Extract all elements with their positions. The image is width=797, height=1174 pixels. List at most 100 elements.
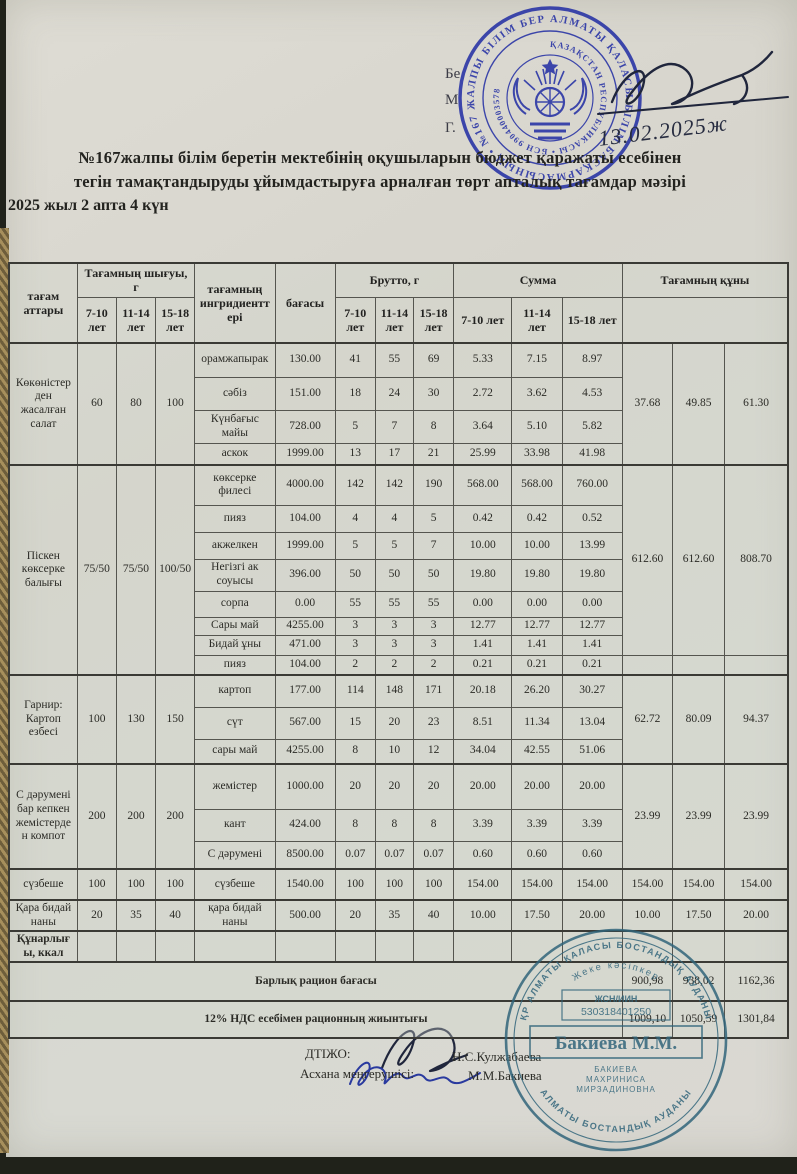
table-cell: 30: [412, 376, 455, 411]
table-cell: 61.30: [724, 342, 789, 466]
table-cell: 15: [334, 706, 376, 740]
table-cell: 3.39: [561, 808, 623, 842]
table-cell: 20: [374, 763, 415, 810]
table-cell: 17.50: [671, 898, 726, 932]
table-cell: 12.77: [453, 616, 513, 636]
table-cell: 396.00: [274, 558, 336, 592]
table-row: аскок 1999.00 13 17 21 25.99 33.98 41.98: [9, 442, 788, 466]
table-row: Көкөністерден жасалған салат 60 80 100 орамж…: [8, 342, 789, 466]
table-cell: Негізгі ак соуысы: [194, 558, 276, 592]
table-row: сәбіз 151.00 18 24 30 2.72 3.62 4.53: [9, 376, 788, 411]
table-cell: 900,98: [621, 961, 673, 1002]
table-cell: 40: [412, 898, 455, 932]
table-cell: 41.98: [561, 442, 623, 466]
table-cell: 100: [155, 868, 196, 901]
table-cell: сүзбеше: [8, 868, 78, 901]
table-cell: 50: [334, 558, 376, 592]
table-cell: 42.55: [511, 738, 563, 765]
table-row: сүт 567.00 15 20 23 8.51 11.34 13.04: [9, 706, 788, 740]
approval-text-fragment: Бе: [445, 66, 461, 82]
header-cell: 15-18 лет: [561, 296, 623, 344]
table-cell: 5: [334, 531, 376, 560]
canteen-manager-name: М.М.Бакиева: [468, 1068, 542, 1083]
table-cell: 19.80: [453, 558, 513, 592]
table-cell: 0.60: [561, 840, 623, 870]
table-cell: пияз: [194, 504, 276, 533]
table-cell: 2.72: [453, 376, 513, 411]
table-cell: 4255.00: [274, 616, 336, 636]
table-cell: 3.64: [453, 409, 513, 444]
table-cell: 471.00: [274, 634, 336, 656]
table-cell: 20.18: [453, 674, 513, 708]
table-cell: 3: [334, 616, 376, 636]
table-cell: [453, 930, 513, 963]
table-cell: 1050,59: [671, 1000, 726, 1039]
menu-table: тағам аттары Тағамның шығуы, г тағамның ин…: [8, 262, 789, 1040]
table-cell: 4255.00: [274, 738, 336, 765]
table-cell: 0.00: [453, 590, 513, 618]
table-cell: 20: [76, 898, 117, 932]
table-cell: 8.97: [561, 342, 623, 378]
table-row: Қара бидай наны 20 35 40 қара бидай наны 500.…: [8, 898, 789, 932]
table-cell: 10: [374, 738, 415, 765]
table-cell: 23.99: [621, 763, 673, 870]
table-cell: [621, 930, 673, 963]
table-cell: 1.41: [561, 634, 623, 656]
table-cell: 13: [334, 442, 376, 466]
header-row: тағам аттары Тағамның шығуы, г тағамның ин…: [8, 262, 789, 344]
table-cell: 0.00: [511, 590, 563, 618]
table-cell: 1301,84: [724, 1000, 789, 1039]
table-cell: 424.00: [274, 808, 336, 842]
table-cell: 1000.00: [274, 763, 336, 810]
table-cell: 13.04: [561, 706, 623, 740]
table-cell: 33.98: [511, 442, 563, 466]
table-cell: 24: [374, 376, 415, 411]
header-cell: 11-14 лет: [511, 296, 563, 344]
table-cell: 4: [374, 504, 415, 533]
table-cell: 5: [334, 409, 376, 444]
table-cell: 1999.00: [274, 442, 336, 466]
table-cell: Қара бидай наны: [8, 898, 78, 932]
table-cell: 20: [374, 706, 415, 740]
table-row: сары май 4255.00 8 10 12 34.04 42.55 51.06: [9, 738, 788, 765]
table-cell: картоп: [194, 674, 276, 708]
table-cell: 567.00: [274, 706, 336, 740]
table-cell: 26.20: [511, 674, 563, 708]
table-row: Гарнир: Картоп езбесі 100 130 150 картоп 177.…: [8, 674, 789, 765]
table-cell: 1.41: [511, 634, 563, 656]
header-cell: Сумма: [453, 262, 623, 298]
table-cell: 500.00: [274, 898, 336, 932]
table-cell: 55: [334, 590, 376, 618]
table-cell: 0.21: [511, 654, 563, 676]
table-cell: 4.53: [561, 376, 623, 411]
table-cell: Күнбағыс майы: [194, 409, 276, 444]
header-cell: 7-10 лет: [453, 296, 513, 344]
table-cell: 3: [334, 634, 376, 656]
table-cell: [274, 930, 336, 963]
table-row: Піскен көксерке балығы 75/50 75/50 100/50 кө…: [8, 464, 789, 676]
table-cell: 3.62: [511, 376, 563, 411]
table-cell: 612.60: [671, 464, 726, 656]
table-cell: 12: [412, 738, 455, 765]
table-cell: сорпа: [194, 590, 276, 618]
table-row: Күнбағыс майы 728.00 5 7 8 3.64 5.10 5.82: [9, 409, 788, 444]
approval-text-fragment: М: [445, 92, 459, 108]
table-cell: 23.99: [724, 763, 789, 870]
table-cell: 10.00: [453, 898, 513, 932]
table-cell: 21: [412, 442, 455, 466]
table-cell: 40: [155, 898, 196, 932]
table-cell: 23: [412, 706, 455, 740]
table-cell: [671, 654, 726, 676]
header-cell: 15-18 лет: [412, 296, 455, 344]
table-cell: 114: [334, 674, 376, 708]
table-cell: 8: [334, 808, 376, 842]
table-cell: сары май: [194, 738, 276, 765]
table-cell: 50: [412, 558, 455, 592]
table-cell: 3: [374, 616, 415, 636]
table-cell: 12% НДС есебімен рационның жиынтығы: [8, 1000, 623, 1039]
table-cell: орамжапырак: [194, 342, 276, 378]
table-cell: 8: [412, 808, 455, 842]
table-cell: 130.00: [274, 342, 336, 378]
table-cell: 100: [412, 868, 455, 901]
table-cell: 150: [155, 674, 196, 765]
